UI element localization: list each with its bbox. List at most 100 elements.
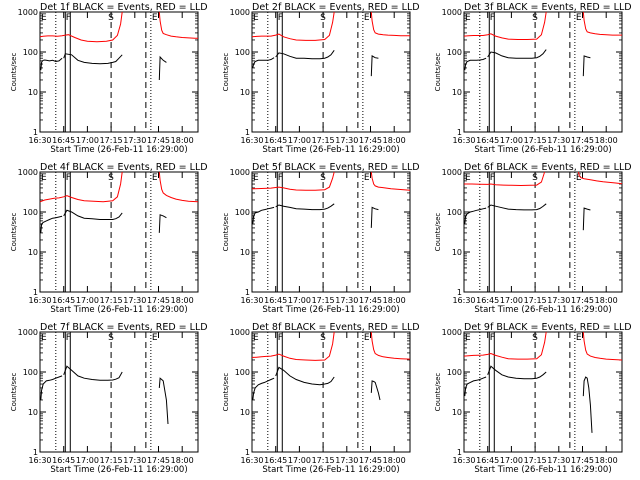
- marker-label: E: [576, 13, 582, 23]
- marker-label: E: [41, 333, 47, 343]
- x-tick-label: 17:30: [123, 136, 146, 145]
- x-tick-label: 17:45: [147, 136, 170, 145]
- marker-label: E: [364, 333, 370, 343]
- y-tick-label: 1: [245, 448, 250, 457]
- lld-series-line: [39, 11, 123, 43]
- panel-title: Det 6f BLACK = Events, RED = LLD: [464, 162, 632, 173]
- y-tick-label: 100: [447, 368, 462, 377]
- x-tick-label: 17:00: [76, 136, 99, 145]
- y-axis-label: Counts/sec: [434, 213, 442, 252]
- marker-label: S: [108, 333, 114, 343]
- marker-label: S: [320, 333, 326, 343]
- y-tick-label: 1000: [442, 8, 462, 17]
- y-tick-label: 1: [245, 128, 250, 137]
- lld-series-line: [251, 331, 335, 361]
- y-axis-label: Counts/sec: [222, 373, 230, 412]
- x-tick-label: 17:45: [359, 136, 382, 145]
- marker-label: E: [576, 173, 582, 183]
- events-series-line: [370, 206, 379, 228]
- marker-label: F: [278, 13, 283, 23]
- x-tick-label: 16:30: [240, 136, 263, 145]
- events-series-line: [582, 55, 591, 77]
- y-tick-label: 10: [452, 408, 462, 417]
- y-tick-label: 100: [23, 48, 38, 57]
- lld-series-line: [251, 11, 335, 41]
- y-tick-label: 100: [235, 208, 250, 217]
- events-series-line: [464, 207, 487, 225]
- plot-frame: [39, 331, 199, 453]
- events-series-line: [370, 55, 379, 77]
- y-tick-label: 1000: [442, 328, 462, 337]
- x-tick-label: 17:30: [335, 296, 358, 305]
- x-tick-label: 16:30: [28, 296, 51, 305]
- y-tick-label: 1: [457, 128, 462, 137]
- lld-series-line: [463, 11, 547, 40]
- panel-det4: Det 4f BLACK = Events, RED = LLD 1 10 100 10…: [10, 162, 208, 315]
- x-tick-label: 17:15: [312, 456, 335, 465]
- panel-title: Det 4f BLACK = Events, RED = LLD: [40, 162, 208, 173]
- y-tick-label: 1: [457, 448, 462, 457]
- x-tick-label: 16:30: [452, 136, 475, 145]
- y-tick-label: 10: [28, 408, 38, 417]
- marker-label: S: [532, 333, 538, 343]
- marker-label: S: [320, 173, 326, 183]
- x-tick-label: 18:00: [171, 296, 194, 305]
- y-tick-label: 100: [447, 48, 462, 57]
- plot-frame: [39, 171, 199, 293]
- events-series-line: [275, 50, 335, 60]
- y-tick-label: 1: [457, 288, 462, 297]
- x-tick-label: 18:00: [171, 456, 194, 465]
- x-axis-label: Start Time (26-Feb-11 16:29:00): [262, 145, 399, 155]
- plot-frame: [251, 331, 411, 453]
- plot-frame: [463, 11, 623, 133]
- x-tick-label: 17:00: [500, 456, 523, 465]
- x-tick-label: 17:45: [147, 456, 170, 465]
- marker-label: S: [532, 13, 538, 23]
- x-tick-label: 17:15: [100, 136, 123, 145]
- x-tick-label: 16:30: [452, 296, 475, 305]
- x-axis-label: Start Time (26-Feb-11 16:29:00): [474, 145, 611, 155]
- panel-title: Det 2f BLACK = Events, RED = LLD: [252, 2, 420, 13]
- panel-title: Det 3f BLACK = Events, RED = LLD: [464, 2, 632, 13]
- lld-series-line: [464, 171, 546, 187]
- lld-series-line: [370, 11, 410, 37]
- panel-det8: Det 8f BLACK = Events, RED = LLD 1 10 100 10…: [222, 322, 420, 475]
- events-series-line: [40, 215, 63, 233]
- panel-det9: Det 9f BLACK = Events, RED = LLD 1 10 100 10…: [434, 322, 632, 475]
- panel-det7: Det 7f BLACK = Events, RED = LLD 1 10 100 10…: [10, 322, 208, 475]
- x-tick-label: 16:45: [264, 136, 287, 145]
- x-tick-label: 17:30: [547, 136, 570, 145]
- x-tick-label: 17:00: [288, 136, 311, 145]
- y-tick-label: 1000: [230, 8, 250, 17]
- lld-series-line: [158, 171, 199, 203]
- plot-frame: [39, 11, 199, 133]
- lld-series-line: [370, 171, 411, 191]
- panel-det1: Det 1f BLACK = Events, RED = LLD 1 10 100 10…: [10, 2, 208, 155]
- plot-frame: [463, 171, 623, 293]
- marker-label: F: [66, 333, 71, 343]
- events-series-line: [158, 214, 167, 233]
- x-tick-label: 18:00: [383, 296, 406, 305]
- y-tick-label: 1000: [18, 168, 38, 177]
- events-series-line: [370, 380, 381, 401]
- marker-label: S: [108, 173, 114, 183]
- x-tick-label: 17:45: [359, 456, 382, 465]
- lld-series-line: [582, 11, 622, 36]
- y-tick-label: 1000: [230, 328, 250, 337]
- panel-title: Det 8f BLACK = Events, RED = LLD: [252, 322, 420, 333]
- marker-label: F: [490, 173, 495, 183]
- x-tick-label: 18:00: [171, 136, 194, 145]
- y-tick-label: 1000: [230, 168, 250, 177]
- panel-det5: Det 5f BLACK = Events, RED = LLD 1 10 100 10…: [222, 162, 420, 315]
- x-tick-label: 17:00: [288, 296, 311, 305]
- x-tick-label: 18:00: [595, 456, 618, 465]
- x-tick-label: 18:00: [383, 136, 406, 145]
- y-tick-label: 1000: [18, 8, 38, 17]
- x-tick-label: 17:00: [288, 456, 311, 465]
- y-tick-label: 1: [33, 128, 38, 137]
- lld-series-line: [582, 331, 623, 361]
- x-tick-label: 17:30: [123, 456, 146, 465]
- x-tick-label: 17:15: [524, 136, 547, 145]
- events-series-line: [252, 206, 275, 225]
- y-tick-label: 10: [28, 248, 38, 257]
